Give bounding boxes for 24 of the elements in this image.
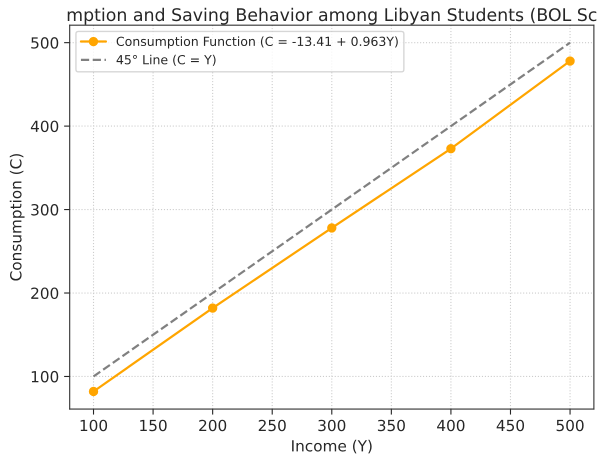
x-tick-label: 250: [258, 420, 286, 432]
x-tick-label: 450: [496, 420, 524, 432]
x-tick-label: 500: [556, 420, 584, 432]
x-tick-label: 100: [80, 420, 108, 432]
point: [565, 56, 575, 66]
x-axis-title: Income (Y): [292, 440, 372, 454]
point: [446, 144, 456, 154]
x-tick-label: 350: [378, 420, 405, 432]
point: [88, 386, 98, 396]
chart-title: mption and Saving Behavior among Libyan Students (BOL Sc: [68, 8, 596, 25]
y-axis-title: Consumption (C): [10, 154, 25, 281]
point: [208, 303, 218, 313]
legend-label: Consumption Function (C = -13.41 + 0.963Y): [116, 36, 398, 48]
y-tick-label: 500: [31, 37, 58, 49]
x-tick-label: 300: [318, 420, 346, 432]
point: [327, 223, 336, 233]
y-tick-label: 300: [31, 204, 58, 216]
x-tick-label: 400: [437, 420, 464, 432]
legend-label: 45° Line (C = Y): [116, 54, 216, 66]
y-tick-label: 100: [32, 370, 58, 382]
x-tick-label: 200: [199, 420, 226, 432]
y-tick-label: 200: [31, 287, 58, 300]
y-tick-label: 400: [30, 120, 58, 132]
x-tick-label: 150: [140, 420, 167, 432]
